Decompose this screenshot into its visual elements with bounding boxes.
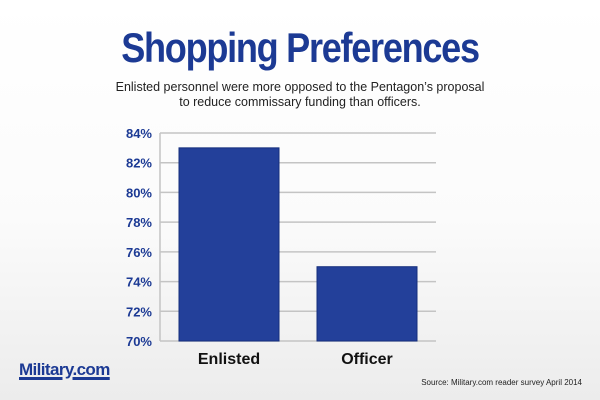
bar-officer xyxy=(316,266,418,342)
y-tick-label: 76% xyxy=(126,245,152,260)
bar-enlisted xyxy=(178,147,280,342)
x-category-label: Enlisted xyxy=(198,351,260,368)
y-tick-label: 82% xyxy=(126,156,152,171)
chart-subtitle: Enlisted personnel were more opposed to … xyxy=(0,80,600,110)
y-tick-label: 72% xyxy=(126,304,152,319)
y-tick-label: 74% xyxy=(126,275,152,290)
y-tick-label: 70% xyxy=(126,334,152,349)
x-category-label: Officer xyxy=(341,351,393,368)
y-tick-label: 84% xyxy=(126,126,152,141)
subtitle-line-1: Enlisted personnel were more opposed to … xyxy=(115,80,485,94)
military-com-logo: Military.com xyxy=(19,360,110,379)
source-note: Source: Military.com reader survey April… xyxy=(421,378,582,387)
chart-title: Shopping Preferences xyxy=(121,24,480,71)
y-tick-label: 78% xyxy=(126,215,152,230)
subtitle-line-2: to reduce commissary funding than office… xyxy=(179,95,421,109)
y-tick-label: 80% xyxy=(126,185,152,200)
